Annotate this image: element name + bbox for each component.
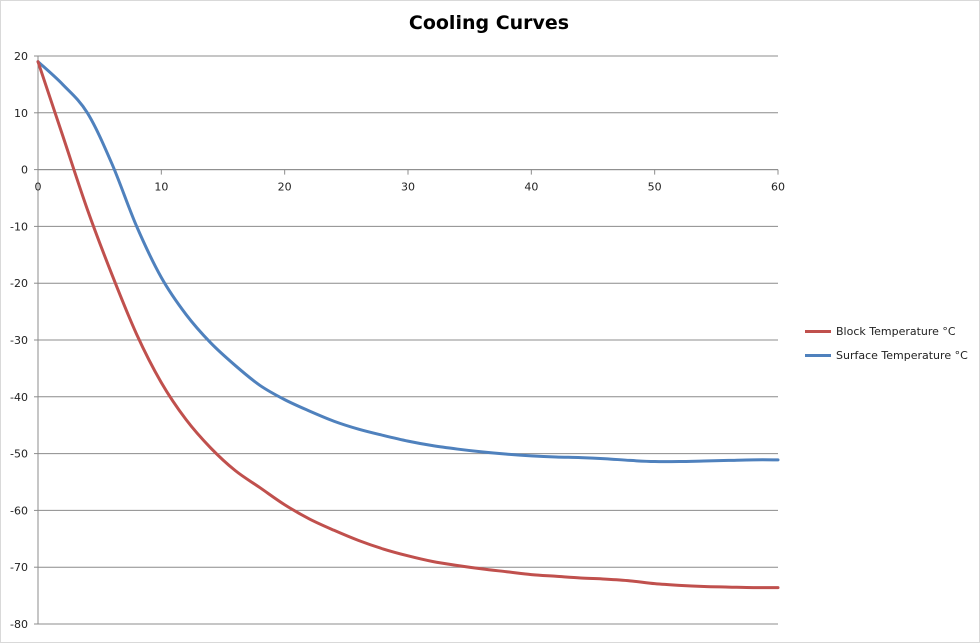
legend-label-surface: Surface Temperature °C	[836, 348, 968, 362]
y-tick-label: -30	[10, 334, 28, 347]
y-tick-label: 10	[14, 107, 28, 120]
series-line-block-temperature	[36, 60, 780, 590]
series-line-surface-temperature	[36, 60, 780, 464]
chart-title: Cooling Curves	[408, 12, 570, 34]
x-tick-label: 10	[154, 181, 168, 194]
y-tick-label: -80	[10, 618, 28, 631]
y-tick-label: -20	[10, 277, 28, 290]
x-tick-label: 0	[35, 181, 42, 194]
y-tick-label: 20	[14, 50, 28, 63]
legend-item-block: Block Temperature °C	[805, 319, 968, 343]
x-tick-label: 40	[524, 181, 538, 194]
legend: Block Temperature °C Surface Temperature…	[805, 319, 968, 367]
y-axis: 20 10 0 -10 -20 -30 -40 -50 -60 -70 -80	[10, 50, 39, 631]
x-axis: 0 10 20 30 40 50 60	[35, 169, 785, 194]
x-tick-label: 50	[648, 181, 662, 194]
y-tick-label: -40	[10, 391, 28, 404]
legend-item-surface: Surface Temperature °C	[805, 343, 968, 367]
series-layer	[36, 60, 780, 590]
legend-label-block: Block Temperature °C	[836, 324, 956, 338]
y-tick-label: -50	[10, 448, 28, 461]
x-tick-label: 20	[278, 181, 292, 194]
y-tick-label: -60	[10, 504, 28, 517]
y-tick-label: -10	[10, 220, 28, 233]
legend-swatch-surface	[805, 353, 831, 357]
gridlines	[38, 55, 778, 625]
y-tick-label: 0	[21, 164, 28, 177]
x-tick-label: 30	[401, 181, 415, 194]
legend-swatch-block	[805, 329, 831, 333]
y-tick-label: -70	[10, 561, 28, 574]
x-tick-label: 60	[771, 181, 785, 194]
